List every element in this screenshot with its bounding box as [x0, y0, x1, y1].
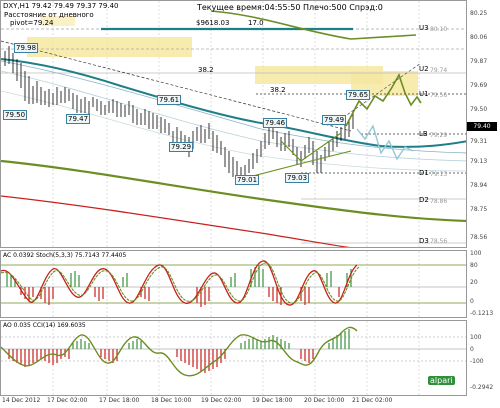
price-tick: 78.75: [470, 206, 488, 213]
level-u2-price: 79.74: [430, 67, 448, 74]
level-u2: U2: [419, 65, 429, 73]
stoch-tick: -0.1213: [470, 310, 494, 317]
ao-tick: 100: [470, 334, 482, 341]
x-axis-label: 19 Dec 02:00: [201, 397, 242, 404]
level-d3-price: 78.56: [430, 238, 448, 245]
pivot-text: pivot=79.24: [10, 19, 54, 27]
ao-tick: -100: [470, 358, 484, 365]
price-label: 79.98: [14, 43, 39, 53]
x-axis-label: 17 Dec 18:00: [99, 397, 140, 404]
price-tick: 79.13: [470, 158, 488, 165]
level-d1-price: 79.13: [430, 171, 448, 178]
price-label: 79.29: [169, 142, 194, 152]
level-d1: D1: [419, 169, 429, 177]
fib-label-1: 38.2: [198, 66, 214, 74]
level-lb: LB: [419, 130, 428, 138]
price-tick: 80.25: [470, 10, 488, 17]
price-tick: 78.94: [470, 182, 488, 189]
alpari-logo: alpari: [428, 376, 455, 385]
level-d2: D2: [419, 196, 429, 204]
ao-tick: 0: [470, 346, 474, 353]
stoch-tick: 80: [470, 262, 478, 269]
corner-number: 17.0: [248, 19, 264, 27]
level-lb-price: 79.29: [430, 132, 448, 139]
price-tick: 79.50: [470, 106, 488, 113]
price-tick: 79.69: [470, 82, 488, 89]
stoch-tick: 0: [470, 298, 474, 305]
distance-text: Расстояние от дневного: [4, 11, 94, 19]
x-axis-label: 21 Dec 02:00: [352, 397, 393, 404]
stoch-tick: 100: [470, 250, 482, 257]
price-tick: 80.06: [470, 34, 488, 41]
level-u1: U1: [419, 90, 429, 98]
price-tick: 79.87: [470, 58, 488, 65]
stoch-tick: 20: [470, 279, 478, 286]
balance-text: $9618.03: [196, 19, 230, 27]
x-axis-label: 18 Dec 10:00: [151, 397, 192, 404]
price-label: 79.46: [263, 118, 288, 128]
level-u3-price: 80.10: [430, 26, 448, 33]
x-axis-label: 14 Dec 2012: [2, 397, 41, 404]
price-label: 79.65: [346, 90, 371, 100]
level-u3: U3: [419, 24, 429, 32]
price-chart-svg: [1, 1, 466, 247]
ao-tick: -0.2942: [470, 384, 494, 391]
stoch-svg: [1, 251, 466, 317]
price-label: 79.49: [322, 115, 347, 125]
stoch-header: AC 0.0392 Stoch(5,3,3) 75.7143 77.4405: [3, 252, 127, 259]
stoch-pane[interactable]: [0, 250, 467, 318]
level-d3: D3: [419, 237, 429, 245]
current-price-tag: 79.40: [467, 122, 497, 131]
ao-cci-pane[interactable]: [0, 320, 467, 396]
price-label: 79.61: [157, 95, 182, 105]
server-time-text: Текущее время:04:55:50 Плечо:500 Спрэд:0: [197, 3, 383, 12]
level-d2-price: 78.86: [430, 198, 448, 205]
x-axis-label: 19 Dec 18:00: [252, 397, 293, 404]
symbol-ohlc: DXY,H1 79.42 79.49 79.37 79.40: [3, 2, 119, 10]
price-label: 79.50: [3, 110, 28, 120]
price-label: 79.03: [285, 173, 310, 183]
price-tick: 79.31: [470, 138, 488, 145]
price-label: 79.47: [66, 114, 91, 124]
x-axis-label: 17 Dec 02:00: [47, 397, 88, 404]
main-price-pane[interactable]: [0, 0, 467, 248]
fib-label-2: 38.2: [270, 86, 286, 94]
price-label: 79.01: [235, 175, 260, 185]
x-axis-label: 20 Dec 10:00: [304, 397, 345, 404]
level-u1-price: 79.56: [430, 92, 448, 99]
ao-cci-header: AO 0.035 CCI(14) 169.6035: [3, 322, 86, 329]
ao-cci-svg: [1, 321, 466, 395]
price-tick: 78.56: [470, 234, 488, 241]
